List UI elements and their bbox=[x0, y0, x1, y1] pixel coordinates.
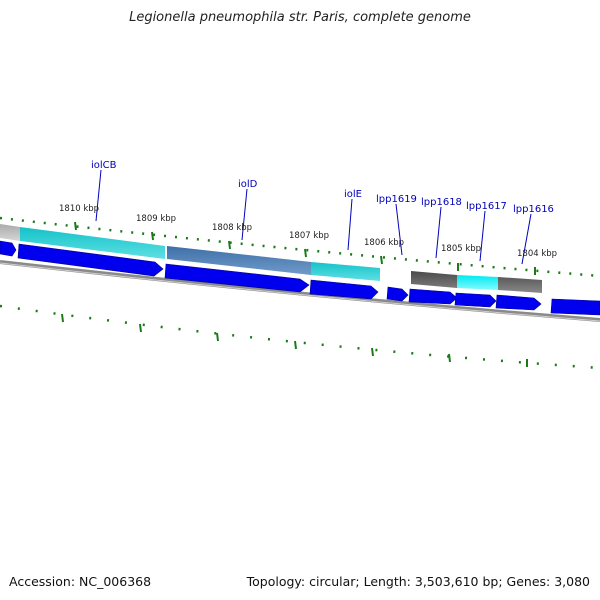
major-tick bbox=[304, 248, 307, 258]
scale-label: 1804 kbp bbox=[517, 249, 557, 259]
major-tick bbox=[371, 347, 374, 357]
major-tick bbox=[216, 332, 219, 342]
cds-arrow bbox=[454, 292, 497, 308]
gene-label: lpp1619 bbox=[376, 194, 417, 205]
gene-label: iolCB bbox=[91, 160, 117, 171]
cds-arrow bbox=[386, 286, 409, 302]
cds-arrow bbox=[495, 294, 542, 311]
cds-arrow bbox=[408, 288, 458, 305]
feature-bar bbox=[457, 275, 498, 290]
feature-bar bbox=[411, 271, 457, 288]
gene-label: iolE bbox=[344, 189, 362, 200]
cds-arrow bbox=[550, 298, 600, 316]
outer-tick-track bbox=[0, 216, 600, 278]
gene-label: iolD bbox=[238, 179, 258, 190]
leader-line bbox=[241, 188, 248, 241]
feature-bar bbox=[311, 262, 380, 281]
cds-arrow bbox=[164, 263, 310, 293]
accession-label: Accession: NC_006368 bbox=[9, 574, 152, 589]
scale-label: 1806 kbp bbox=[364, 238, 404, 248]
gene-label: lpp1617 bbox=[466, 201, 507, 212]
cds-arrow bbox=[309, 279, 379, 300]
leader-line bbox=[435, 206, 442, 259]
feature-bar bbox=[498, 277, 542, 293]
inner-tick-track bbox=[0, 304, 600, 370]
major-tick bbox=[61, 313, 64, 323]
feature-bar bbox=[167, 246, 311, 275]
major-tick bbox=[151, 231, 154, 241]
leader-line bbox=[395, 203, 403, 256]
gene-label: lpp1618 bbox=[421, 197, 462, 208]
map-title: Legionella pneumophila str. Paris, compl… bbox=[129, 10, 471, 25]
scale-label: 1805 kbp bbox=[441, 244, 481, 254]
major-tick bbox=[74, 221, 77, 231]
cds-arrow bbox=[17, 243, 164, 277]
genome-summary: Topology: circular; Length: 3,503,610 bp… bbox=[246, 574, 590, 589]
major-tick bbox=[228, 240, 231, 250]
leader-line bbox=[95, 169, 102, 222]
major-tick bbox=[448, 353, 451, 363]
scale-label: 1808 kbp bbox=[212, 223, 252, 233]
scale-label: 1810 kbp bbox=[59, 204, 99, 214]
leader-line bbox=[347, 198, 353, 251]
leader-line bbox=[479, 210, 486, 262]
leader-line bbox=[521, 213, 532, 265]
scale-label: 1807 kbp bbox=[289, 231, 329, 241]
scale-label: 1809 kbp bbox=[136, 214, 176, 224]
feature-bar bbox=[20, 227, 165, 259]
feature-bar bbox=[0, 224, 20, 241]
gene-label: lpp1616 bbox=[513, 204, 554, 215]
major-tick bbox=[294, 340, 297, 350]
backbone-line bbox=[0, 260, 600, 322]
major-tick bbox=[139, 323, 142, 333]
major-tick bbox=[380, 255, 383, 265]
cds-arrow bbox=[0, 240, 17, 257]
